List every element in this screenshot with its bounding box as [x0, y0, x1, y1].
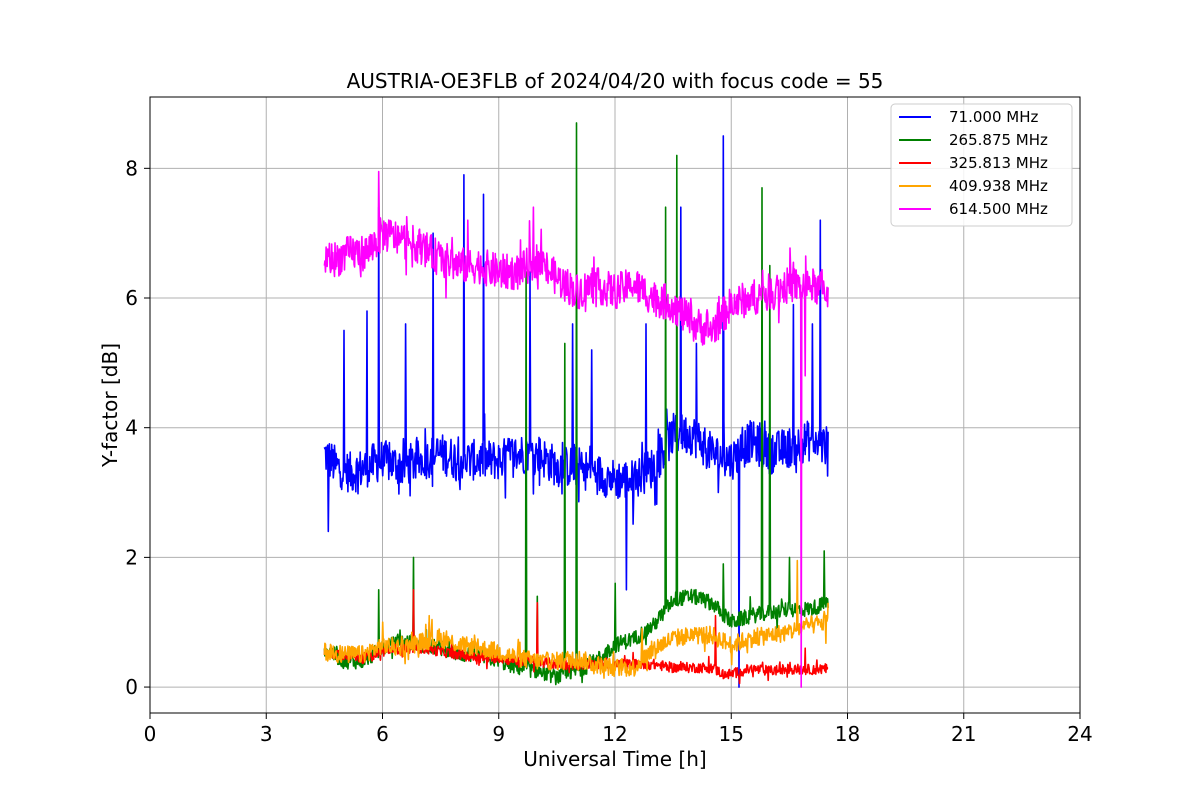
series-line [323, 170, 829, 688]
legend-label: 265.875 MHz [949, 131, 1048, 149]
y-axis-label: Y-factor [dB] [98, 343, 122, 468]
y-tick-label: 0 [125, 675, 138, 699]
x-tick-label: 6 [376, 722, 389, 746]
x-tick-label: 3 [260, 722, 273, 746]
legend-label: 71.000 MHz [949, 108, 1038, 126]
x-tick-label: 12 [602, 722, 627, 746]
plot-series-area [323, 122, 829, 688]
legend-label: 409.938 MHz [949, 177, 1048, 195]
x-axis-ticks: 0 3 6 9 12 15 18 21 24 [144, 713, 1093, 746]
x-tick-label: 24 [1067, 722, 1092, 746]
y-tick-label: 2 [125, 545, 138, 569]
y-tick-label: 8 [125, 156, 138, 180]
legend-label: 325.813 MHz [949, 154, 1048, 172]
y-axis-ticks: 0 2 4 6 8 [125, 156, 150, 699]
series-line [323, 559, 829, 679]
x-axis-label: Universal Time [h] [523, 747, 706, 771]
y-tick-label: 4 [125, 416, 138, 440]
x-tick-label: 21 [951, 722, 976, 746]
legend: 71.000 MHz 265.875 MHz 325.813 MHz 409.938 … [890, 103, 1073, 227]
chart-title: AUSTRIA-OE3FLB of 2024/04/20 with focus … [347, 69, 884, 93]
legend-box [890, 103, 1073, 227]
y-tick-label: 6 [125, 286, 138, 310]
series-4 [323, 170, 829, 688]
series-3 [323, 559, 829, 679]
x-tick-label: 0 [144, 722, 157, 746]
x-tick-label: 18 [835, 722, 860, 746]
x-tick-label: 15 [719, 722, 744, 746]
legend-label: 614.500 MHz [949, 200, 1048, 218]
x-tick-label: 9 [492, 722, 505, 746]
